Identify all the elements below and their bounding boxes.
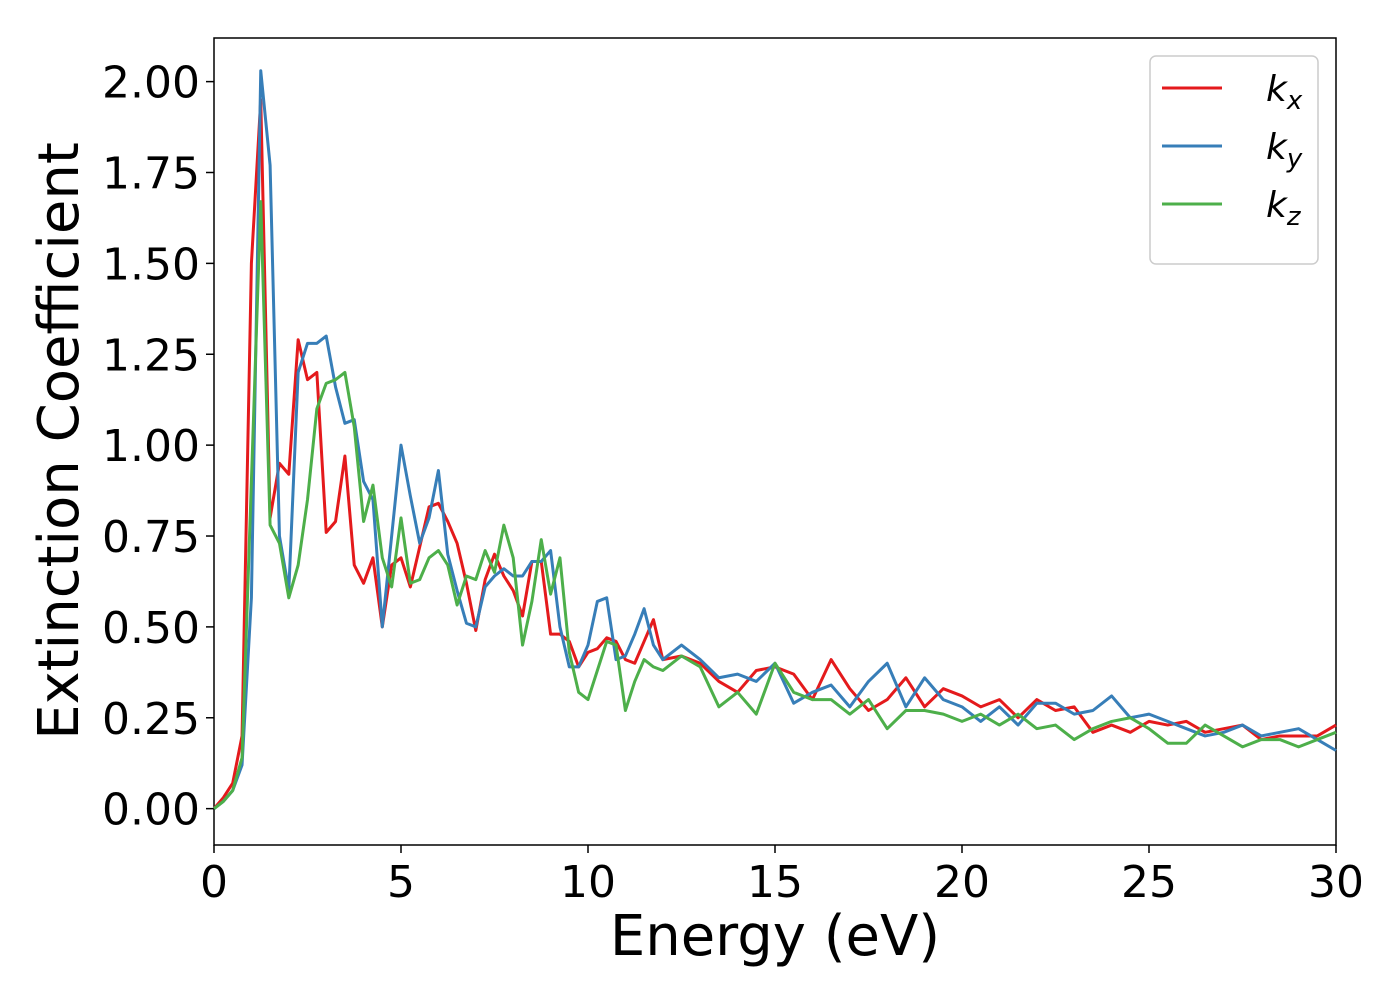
x-tick-label: 0 xyxy=(200,857,228,908)
y-tick-label: 1.00 xyxy=(102,421,200,472)
y-tick-label: 1.25 xyxy=(102,330,200,381)
legend-box xyxy=(1149,55,1319,265)
x-tick-label: 25 xyxy=(1121,857,1177,908)
y-tick-label: 0.25 xyxy=(102,694,200,745)
x-axis-label: Energy (eV) xyxy=(610,904,940,969)
x-tick-label: 5 xyxy=(387,857,415,908)
legend-label: kz xyxy=(1266,185,1302,232)
data-line xyxy=(213,200,1337,810)
y-tick-label: 1.50 xyxy=(102,239,200,290)
x-tick-label: 20 xyxy=(934,857,990,908)
y-tick-label: 0.00 xyxy=(102,785,200,836)
y-tick-label: 0.75 xyxy=(102,512,200,563)
data-line xyxy=(213,69,1337,810)
legend-label: ky xyxy=(1266,127,1303,174)
data-line xyxy=(212,98,1337,810)
y-tick-label: 2.00 xyxy=(102,58,200,109)
y-tick-label: 0.50 xyxy=(102,603,200,654)
legend-label: kx xyxy=(1266,69,1303,116)
x-tick-label: 30 xyxy=(1308,857,1364,908)
y-tick-label: 1.75 xyxy=(102,149,200,200)
x-tick-label: 10 xyxy=(560,857,616,908)
x-tick-label: 15 xyxy=(747,857,803,908)
y-axis-label: Extinction Coefficient xyxy=(27,142,92,740)
